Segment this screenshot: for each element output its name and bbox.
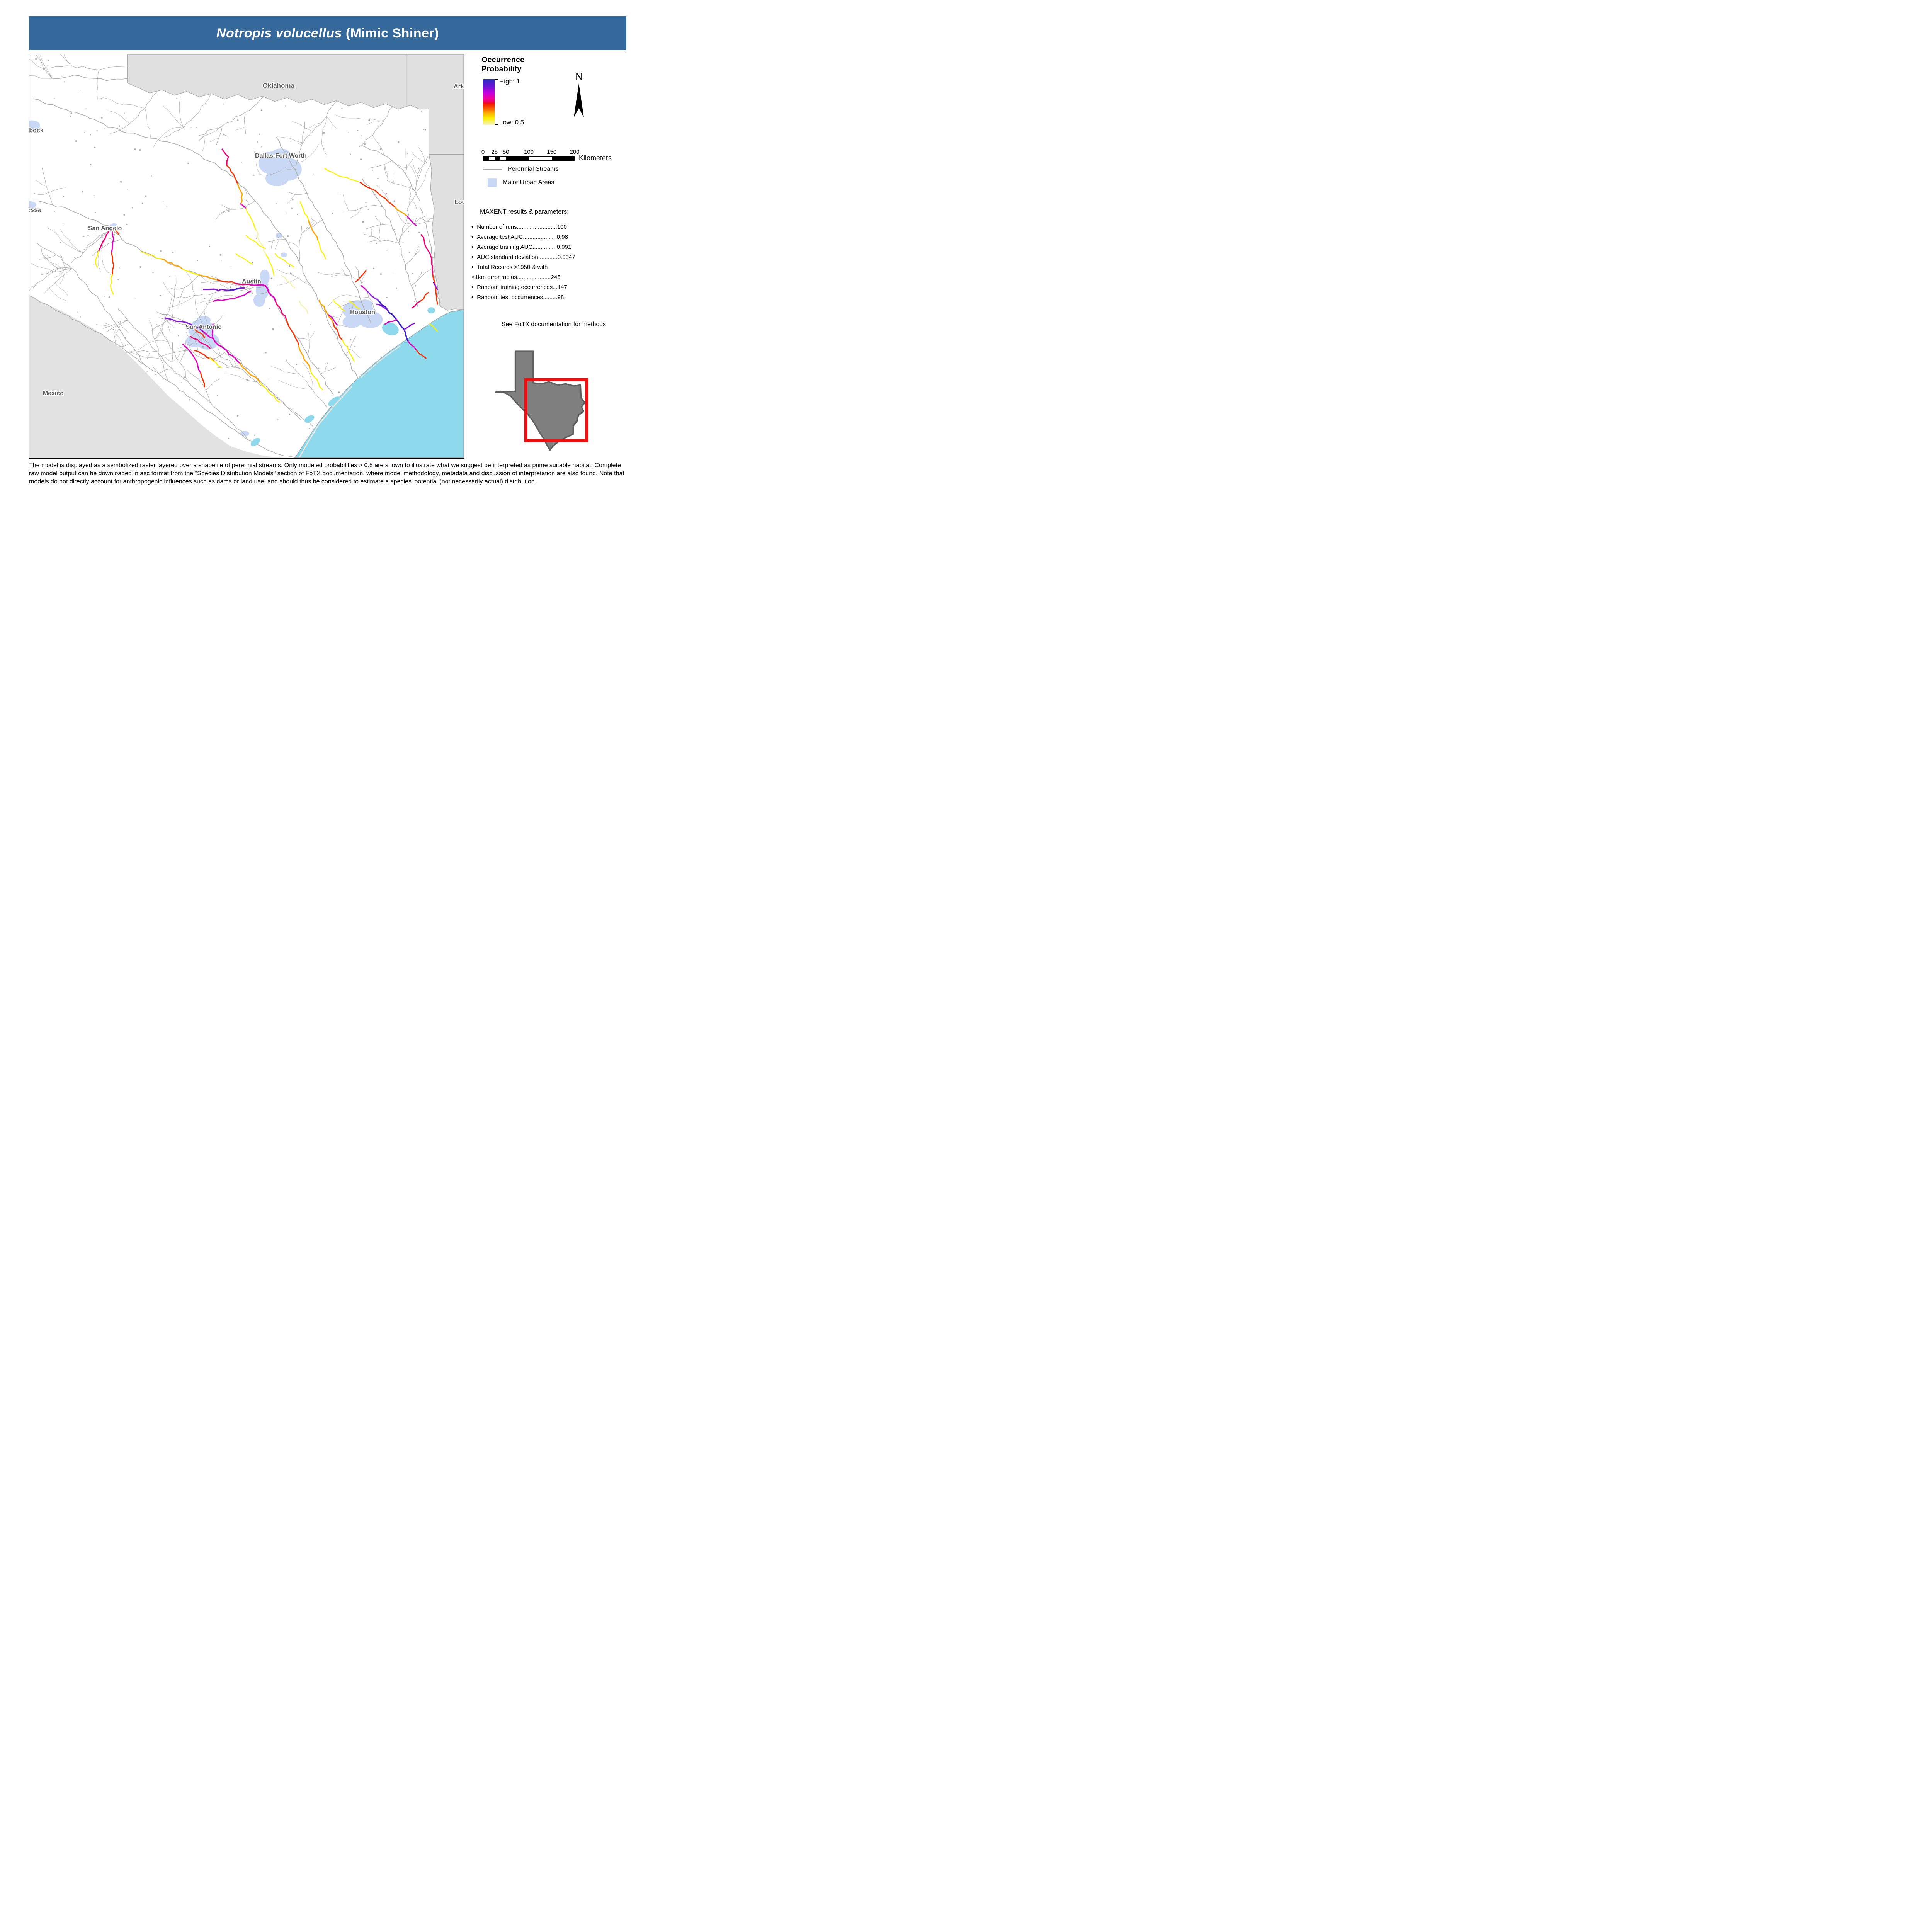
model-extent-rectangle	[524, 378, 588, 442]
map-label-lubbock: Lubbock	[29, 127, 44, 134]
north-arrow-icon	[574, 83, 584, 117]
occurrence-raster-layer	[95, 148, 439, 403]
scale-bar-graphic	[483, 156, 575, 161]
texas-inset-map	[495, 350, 588, 451]
map-label-louisiana: Louisiana	[454, 199, 464, 206]
map-label-dallas-fort-worth: Dallas-Fort Worth	[255, 153, 307, 159]
species-name: Notropis volucellus	[216, 26, 342, 41]
maxent-item: Average training AUC...............0.991	[471, 242, 634, 252]
map-label-arkansas: Arkansas	[454, 83, 464, 90]
ramp-high-label: High: 1	[499, 78, 520, 85]
common-name: (Mimic Shiner)	[342, 26, 439, 41]
scale-tick-25: 25	[491, 149, 498, 155]
maxent-item: Random training occurrences...147	[471, 282, 634, 293]
maxent-item: AUC standard deviation............0.0047	[471, 252, 634, 262]
stream-line-swatch	[483, 168, 502, 170]
probability-color-ramp	[483, 79, 498, 125]
maxent-item: Total Records >1950 & with <1km error ra…	[471, 262, 634, 282]
maxent-results-list: Number of runs.........................1…	[471, 222, 634, 303]
scale-segment	[529, 157, 552, 160]
north-arrow: N	[567, 71, 590, 120]
neighbor-states-layer	[29, 54, 464, 458]
scale-tick-200: 200	[570, 149, 580, 155]
map-labels-layer: Oklahoma Arkansas Lubbock Odessa Dallas-Fort…	[29, 81, 464, 397]
texas-outline	[495, 350, 585, 451]
maxent-heading: MAXENT results & parameters:	[480, 208, 569, 215]
maxent-item: Number of runs.........................1…	[471, 222, 634, 232]
legend-row-streams: Perennial Streams	[483, 166, 559, 173]
scale-tick-150: 150	[547, 149, 557, 155]
streams-label: Perennial Streams	[508, 166, 559, 172]
map-label-odessa: Odessa	[29, 207, 41, 213]
scale-tick-100: 100	[524, 149, 534, 155]
figure-caption: The model is displayed as a symbolized r…	[29, 462, 624, 485]
scale-bar: 0 25 50 100 150 200 Kilometers	[481, 149, 634, 162]
scale-segment	[552, 157, 575, 160]
north-letter: N	[575, 71, 583, 82]
map-canvas[interactable]: Oklahoma Arkansas Lubbock Odessa Dallas-Fort…	[29, 54, 464, 459]
title-banner: Notropis volucellus (Mimic Shiner)	[29, 16, 626, 50]
maxent-item: Average test AUC.....................0.9…	[471, 232, 634, 242]
page-title: Notropis volucellus (Mimic Shiner)	[216, 26, 439, 41]
map-label-austin: Austin	[242, 278, 261, 285]
map-label-san-angelo: San Angelo	[88, 225, 122, 232]
urban-areas-layer	[29, 120, 383, 437]
scale-segment	[489, 157, 495, 160]
ramp-low-label: Low: 0.5	[499, 119, 524, 126]
urban-area-swatch	[488, 178, 497, 187]
scale-tick-50: 50	[502, 149, 509, 155]
occurrence-probability-title: Occurrence Probability	[481, 56, 525, 73]
map-label-mexico: Mexico	[43, 390, 64, 396]
scale-segment	[495, 157, 501, 160]
ramp-tick-high	[495, 79, 498, 80]
page: { "title": { "species": "Notropis voluce…	[0, 0, 638, 493]
map-label-houston: Houston	[350, 309, 375, 316]
scale-bar-numbers: 0 25 50 100 150 200	[481, 149, 634, 156]
scale-tick-0: 0	[481, 149, 485, 155]
scale-segment	[500, 157, 507, 160]
map-label-san-antonio: San Antonio	[185, 324, 222, 330]
urban-label: Major Urban Areas	[503, 179, 554, 186]
perennial-streams-layer	[29, 54, 455, 439]
legend-panel: Occurrence Probability High: 1 Low: 0.5 …	[466, 54, 638, 459]
scale-segment	[506, 157, 529, 160]
fotx-note: See FoTX documentation for methods	[501, 321, 606, 328]
maxent-item: Random test occurrences.........98	[471, 293, 634, 303]
scale-segment	[483, 157, 489, 160]
ramp-tick-low	[495, 124, 498, 125]
map-label-oklahoma: Oklahoma	[263, 82, 295, 89]
texas-distribution-map: Oklahoma Arkansas Lubbock Odessa Dallas-Fort…	[29, 54, 464, 458]
legend-row-urban: Major Urban Areas	[488, 178, 554, 187]
scale-bar-unit: Kilometers	[579, 154, 612, 162]
gulf-of-mexico-layer	[250, 307, 464, 458]
